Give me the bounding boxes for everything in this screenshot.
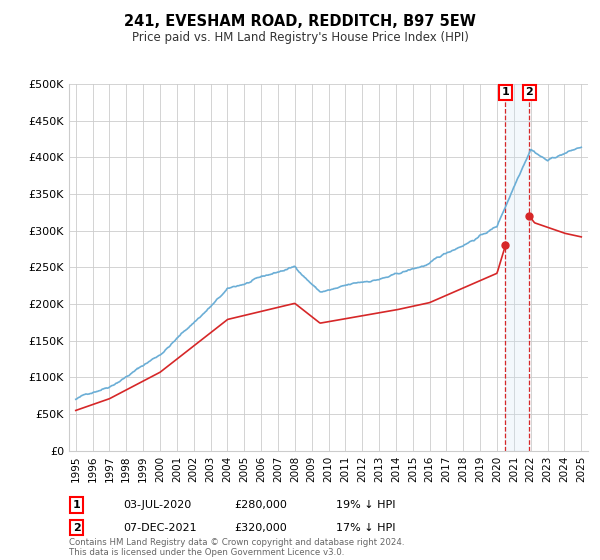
Text: 07-DEC-2021: 07-DEC-2021 <box>123 522 197 533</box>
Text: £280,000: £280,000 <box>234 500 287 510</box>
Bar <box>505 84 529 451</box>
Text: Price paid vs. HM Land Registry's House Price Index (HPI): Price paid vs. HM Land Registry's House … <box>131 31 469 44</box>
Text: £320,000: £320,000 <box>234 522 287 533</box>
Text: 2: 2 <box>526 87 533 97</box>
Text: 03-JUL-2020: 03-JUL-2020 <box>123 500 191 510</box>
Text: 19% ↓ HPI: 19% ↓ HPI <box>336 500 395 510</box>
Text: 1: 1 <box>502 87 509 97</box>
Text: Contains HM Land Registry data © Crown copyright and database right 2024.
This d: Contains HM Land Registry data © Crown c… <box>69 538 404 557</box>
Text: 1: 1 <box>73 500 80 510</box>
Text: 17% ↓ HPI: 17% ↓ HPI <box>336 522 395 533</box>
Text: 241, EVESHAM ROAD, REDDITCH, B97 5EW: 241, EVESHAM ROAD, REDDITCH, B97 5EW <box>124 14 476 29</box>
Text: 2: 2 <box>73 522 80 533</box>
